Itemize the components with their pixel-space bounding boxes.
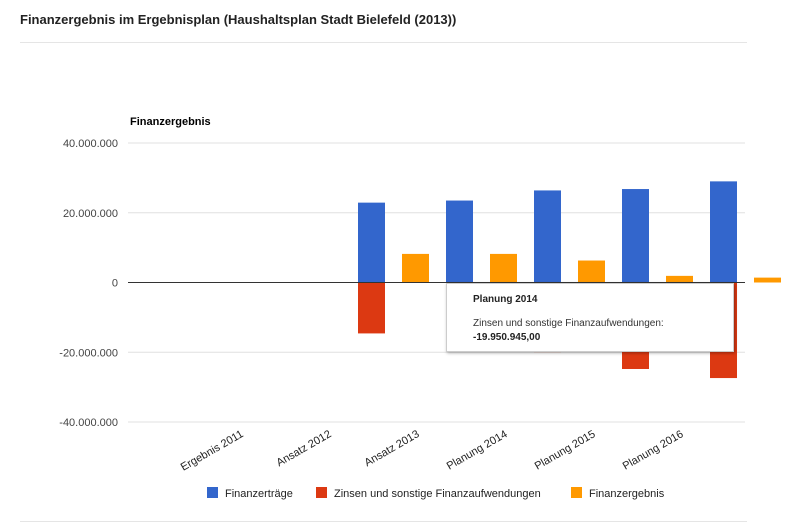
tooltip: Planung 2014 Zinsen und sonstige Finanza… bbox=[446, 283, 734, 352]
x-tick-label: Ansatz 2013 bbox=[363, 428, 422, 469]
bar-finanzerträge bbox=[358, 202, 385, 283]
x-tick-label: Planung 2015 bbox=[533, 428, 598, 472]
legend-label: Finanzergebnis bbox=[589, 488, 665, 500]
x-tick-label: Ansatz 2012 bbox=[275, 428, 334, 469]
bar-finanzergebnis bbox=[754, 277, 781, 283]
x-tick-label: Planung 2014 bbox=[445, 428, 510, 472]
page-title: Finanzergebnis im Ergebnisplan (Haushalt… bbox=[20, 12, 457, 27]
divider bbox=[20, 521, 747, 522]
y-tick-label: 40.000.000 bbox=[63, 138, 118, 150]
tooltip-value: -19.950.945,00 bbox=[473, 332, 541, 343]
bar-finanzerträge bbox=[710, 181, 737, 283]
y-tick-label: 20.000.000 bbox=[63, 208, 118, 220]
tooltip-title: Planung 2014 bbox=[473, 294, 538, 305]
bar-zinsen-und-sonstige-finanzaufwendungen bbox=[358, 282, 385, 334]
x-tick-label: Planung 2016 bbox=[621, 428, 686, 472]
legend-swatch bbox=[316, 487, 327, 498]
y-tick-label: -20.000.000 bbox=[59, 347, 118, 359]
y-tick-label: -40.000.000 bbox=[59, 417, 118, 429]
bar-finanzergebnis bbox=[402, 253, 429, 283]
legend-label: Zinsen und sonstige Finanzaufwendungen bbox=[334, 488, 541, 500]
bar-finanzergebnis bbox=[578, 260, 605, 283]
tooltip-label: Zinsen und sonstige Finanzaufwendungen: bbox=[473, 318, 664, 329]
bar-finanzerträge bbox=[622, 189, 649, 283]
bar-finanzerträge bbox=[446, 200, 473, 283]
bar-finanzergebnis bbox=[490, 253, 517, 283]
x-tick-label: Ergebnis 2011 bbox=[179, 428, 246, 473]
bar-finanzerträge bbox=[534, 190, 561, 283]
bar-finanzergebnis bbox=[666, 275, 693, 283]
legend-label: Finanzerträge bbox=[225, 488, 293, 500]
divider bbox=[20, 42, 747, 43]
legend-swatch bbox=[207, 487, 218, 498]
y-tick-label: 0 bbox=[112, 278, 118, 290]
legend-swatch bbox=[571, 487, 582, 498]
chart-title: Finanzergebnis bbox=[130, 116, 211, 128]
